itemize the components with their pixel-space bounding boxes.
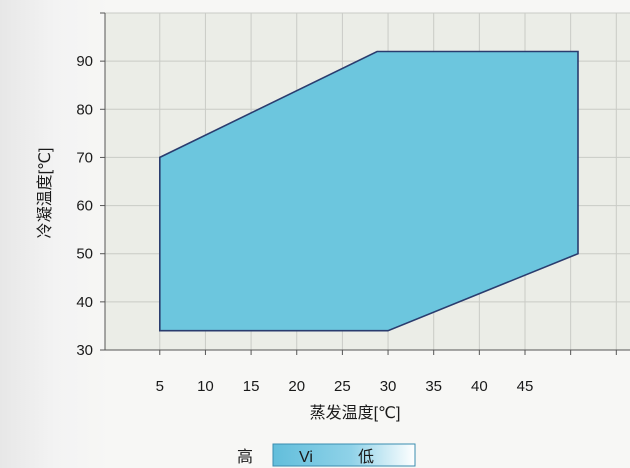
legend: 高 Vi 低 (237, 443, 416, 467)
x-tick-label-40: 40 (471, 378, 488, 395)
x-tick-label-45: 45 (517, 378, 534, 395)
y-axis-ticks: 30 40 50 60 70 80 90 (76, 12, 105, 359)
legend-low-label: 低 (358, 448, 374, 466)
legend-gradient-bar (272, 443, 416, 467)
y-tick-label-90: 90 (76, 53, 93, 70)
x-tick-label-35: 35 (425, 378, 442, 395)
y-tick-label-60: 60 (76, 198, 93, 215)
x-tick-label-30: 30 (380, 378, 397, 395)
y-axis-title: 冷凝温度[℃] (36, 148, 54, 239)
x-tick-label-15: 15 (243, 378, 260, 395)
envelope-area (159, 50, 579, 332)
x-tick-label-25: 25 (334, 378, 351, 395)
envelope-series (159, 50, 579, 332)
legend-vi-label: Vi (299, 449, 313, 466)
y-tick-label-30: 30 (76, 342, 93, 359)
y-tick-label-40: 40 (76, 294, 93, 311)
x-tick-label-20: 20 (288, 378, 305, 395)
x-axis-title: 蒸发温度[℃] (310, 404, 401, 422)
x-tick-label-5: 5 (156, 378, 164, 395)
x-axis-ticks: 5 10 15 20 25 30 35 40 45 (156, 350, 617, 395)
legend-high-label: 高 (237, 448, 253, 466)
y-tick-label-80: 80 (76, 101, 93, 118)
x-tick-label-10: 10 (197, 378, 214, 395)
y-tick-label-50: 50 (76, 246, 93, 263)
y-tick-label-70: 70 (76, 149, 93, 166)
